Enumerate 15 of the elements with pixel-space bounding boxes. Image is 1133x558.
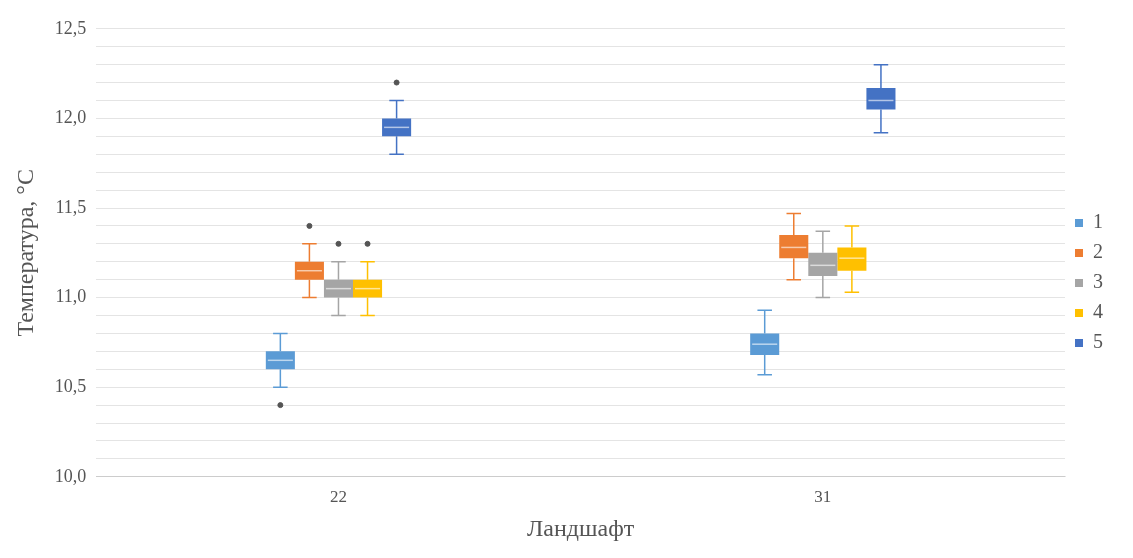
y-axis-title: Температура, °C [11, 169, 38, 337]
x-tick-label: 22 [329, 487, 347, 507]
y-tick-label: 10,5 [54, 375, 87, 396]
y-tick-label: 12,0 [54, 107, 87, 128]
legend-label: 4 [1093, 300, 1103, 323]
legend-label: 1 [1093, 210, 1103, 233]
legend-label: 2 [1093, 240, 1103, 263]
x-tick-label: 31 [814, 487, 832, 507]
x-axis-title: Ландшафт [527, 514, 635, 541]
legend-label: 3 [1093, 270, 1103, 293]
y-tick-label: 12,5 [54, 17, 87, 38]
y-tick-label: 11,0 [55, 286, 87, 307]
legend-label: 5 [1093, 330, 1103, 353]
y-tick-label: 10,0 [54, 465, 87, 486]
y-tick-label: 11,5 [55, 196, 87, 217]
